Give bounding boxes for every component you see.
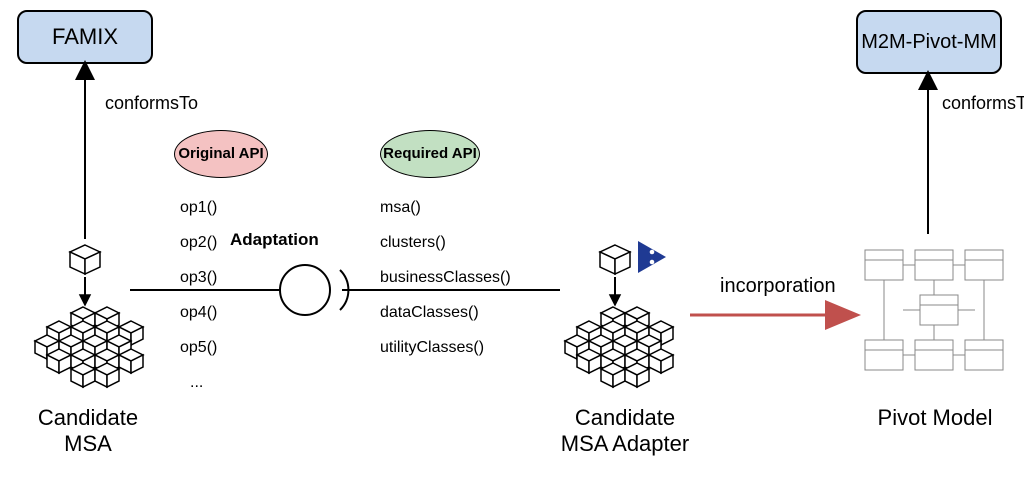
adaptation-label: Adaptation <box>230 230 319 250</box>
required-api-ellipse: Required API <box>380 130 480 178</box>
m2m-label: M2M-Pivot-MM <box>861 31 997 53</box>
adaptation-connector <box>130 260 560 320</box>
m2m-box: M2M-Pivot-MM <box>856 10 1002 74</box>
original-api-ellipse: Original API <box>174 130 268 178</box>
req-item: utilityClasses() <box>380 330 511 365</box>
conforms-label-1: conformsTo <box>105 93 198 114</box>
candidate-msa-icon <box>30 245 140 405</box>
arrow-incorporation <box>690 300 870 330</box>
original-api-label: Original API <box>178 146 263 163</box>
candidate-adapter-icon <box>560 245 690 405</box>
famix-box: FAMIX <box>17 10 153 64</box>
conforms-label-2: conformsTo <box>942 93 1024 114</box>
famix-label: FAMIX <box>52 24 118 50</box>
arrow-conforms-left <box>75 64 105 244</box>
incorporation-label: incorporation <box>720 275 836 298</box>
op-item: op5() <box>180 330 217 365</box>
required-api-label: Required API <box>383 146 477 163</box>
op-item: op1() <box>180 190 217 225</box>
pivot-model-label: Pivot Model <box>865 405 1005 431</box>
op-item: op2() <box>180 225 217 260</box>
op-item: ... <box>180 365 217 400</box>
req-item: msa() <box>380 190 511 225</box>
candidate-msa-label: Candidate MSA <box>18 405 158 458</box>
req-item: clusters() <box>380 225 511 260</box>
candidate-adapter-label: Candidate MSA Adapter <box>555 405 695 458</box>
pivot-model-icon <box>860 245 1005 395</box>
